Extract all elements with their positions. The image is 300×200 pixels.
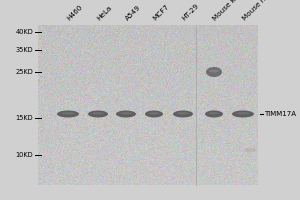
Ellipse shape	[148, 112, 159, 114]
Text: 25KD: 25KD	[15, 69, 33, 75]
Ellipse shape	[57, 110, 79, 117]
Ellipse shape	[120, 112, 132, 114]
Ellipse shape	[145, 110, 163, 117]
Ellipse shape	[232, 110, 254, 117]
Text: TIMM17A: TIMM17A	[264, 111, 296, 117]
Ellipse shape	[205, 110, 223, 117]
Ellipse shape	[209, 70, 219, 72]
Text: HT-29: HT-29	[181, 3, 200, 22]
Text: A549: A549	[124, 4, 142, 22]
Text: 40KD: 40KD	[15, 29, 33, 35]
Ellipse shape	[92, 112, 104, 114]
Text: HeLa: HeLa	[96, 5, 113, 22]
Text: Mouse kidney: Mouse kidney	[212, 0, 251, 22]
Text: 10KD: 10KD	[15, 152, 33, 158]
Ellipse shape	[208, 112, 219, 114]
Ellipse shape	[177, 112, 189, 114]
Ellipse shape	[206, 67, 222, 77]
Text: 15KD: 15KD	[15, 115, 33, 121]
Ellipse shape	[116, 110, 136, 117]
Text: Mouse heart: Mouse heart	[241, 0, 277, 22]
Text: 35KD: 35KD	[15, 47, 33, 53]
Ellipse shape	[244, 148, 256, 152]
Ellipse shape	[61, 112, 75, 114]
Ellipse shape	[236, 112, 250, 114]
Text: H460: H460	[66, 4, 84, 22]
Text: MCF7: MCF7	[152, 4, 170, 22]
Ellipse shape	[173, 110, 193, 117]
Ellipse shape	[88, 110, 108, 117]
